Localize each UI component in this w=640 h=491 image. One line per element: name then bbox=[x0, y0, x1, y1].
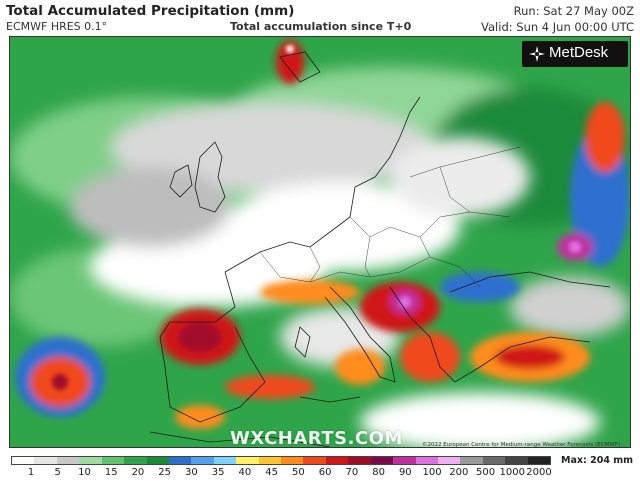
legend-tick-label: 50 bbox=[291, 467, 305, 478]
legend-tick-label: 90 bbox=[398, 467, 412, 478]
legend-swatch bbox=[101, 457, 125, 464]
metdesk-logo[interactable]: MetDesk bbox=[522, 41, 628, 67]
legend-tick-label: 80 bbox=[372, 467, 385, 478]
legend-swatch bbox=[527, 457, 551, 464]
legend-tick-label: 5 bbox=[54, 467, 61, 478]
legend-swatch bbox=[236, 457, 259, 464]
legend-swatch bbox=[415, 457, 439, 464]
model-label: ECMWF HRES 0.1° bbox=[6, 20, 108, 33]
legend-tick-label: 40 bbox=[238, 467, 252, 478]
legend-swatch bbox=[146, 457, 169, 464]
legend-swatch bbox=[303, 457, 326, 464]
legend-ticks: 1 5 10 15 20 25 30 35 40 45 50 60 70 80 90 100 200 500 100… bbox=[11, 467, 552, 485]
legend-swatch bbox=[325, 457, 349, 464]
legend-swatch bbox=[56, 457, 80, 464]
legend-swatch bbox=[213, 457, 237, 464]
valid-time-label: Valid: Sun 4 Jun 00:00 UTC bbox=[481, 20, 634, 34]
chart-subtitle: Total accumulation since T+0 bbox=[230, 20, 412, 33]
precip-legend: 1 5 10 15 20 25 30 35 40 45 50 60 70 80 90 100 200 500 100… bbox=[9, 452, 634, 491]
legend-tick-label: 30 bbox=[185, 467, 198, 478]
precipitation-map[interactable] bbox=[9, 36, 631, 448]
legend-swatch bbox=[34, 457, 57, 464]
legend-tick-label: 2000 bbox=[526, 467, 552, 478]
legend-tick-label: 100 bbox=[422, 467, 442, 478]
legend-swatch bbox=[393, 457, 416, 464]
legend-swatch bbox=[460, 457, 483, 464]
legend-swatch bbox=[168, 457, 192, 464]
legend-colorbar bbox=[11, 456, 551, 465]
legend-swatch bbox=[370, 457, 394, 464]
peak-precip-spots bbox=[52, 45, 581, 390]
legend-tick-label: 1000 bbox=[499, 467, 525, 478]
legend-tick-label: 35 bbox=[211, 467, 225, 478]
legend-tick-label: 60 bbox=[318, 467, 332, 478]
legend-swatch bbox=[12, 457, 35, 464]
wxcharts-watermark: WXCHARTS.COM bbox=[230, 428, 403, 449]
legend-swatch bbox=[79, 457, 102, 464]
legend-tick-label: 500 bbox=[475, 467, 496, 478]
legend-swatch bbox=[124, 457, 147, 464]
legend-swatch bbox=[505, 457, 528, 464]
max-value-label: Max: 204 mm bbox=[561, 455, 634, 466]
legend-tick-label: 15 bbox=[104, 467, 118, 478]
ecmwf-copyright: ©2022 European Centre for Medium-range W… bbox=[422, 442, 621, 448]
legend-swatch bbox=[191, 457, 214, 464]
metdesk-star-icon bbox=[529, 46, 545, 62]
legend-swatch bbox=[482, 457, 506, 464]
legend-tick-label: 25 bbox=[158, 467, 172, 478]
legend-swatch bbox=[281, 457, 304, 464]
legend-swatch bbox=[348, 457, 371, 464]
legend-tick-label: 20 bbox=[131, 467, 145, 478]
legend-swatch bbox=[258, 457, 282, 464]
country-borders bbox=[259, 146, 521, 288]
chart-header: Total Accumulated Precipitation (mm) ECM… bbox=[0, 0, 640, 36]
map-canvas bbox=[10, 37, 630, 447]
legend-swatch bbox=[438, 457, 461, 464]
run-time-label: Run: Sat 27 May 00Z bbox=[513, 4, 634, 18]
metdesk-logo-text: MetDesk bbox=[549, 44, 609, 61]
chart-title: Total Accumulated Precipitation (mm) bbox=[6, 3, 295, 19]
legend-tick-label: 200 bbox=[449, 467, 469, 478]
legend-tick-label: 10 bbox=[78, 467, 91, 478]
legend-tick-label: 1 bbox=[27, 467, 35, 478]
legend-tick-label: 45 bbox=[265, 467, 278, 478]
legend-tick-label: 70 bbox=[345, 467, 359, 478]
coastlines bbox=[149, 51, 611, 447]
